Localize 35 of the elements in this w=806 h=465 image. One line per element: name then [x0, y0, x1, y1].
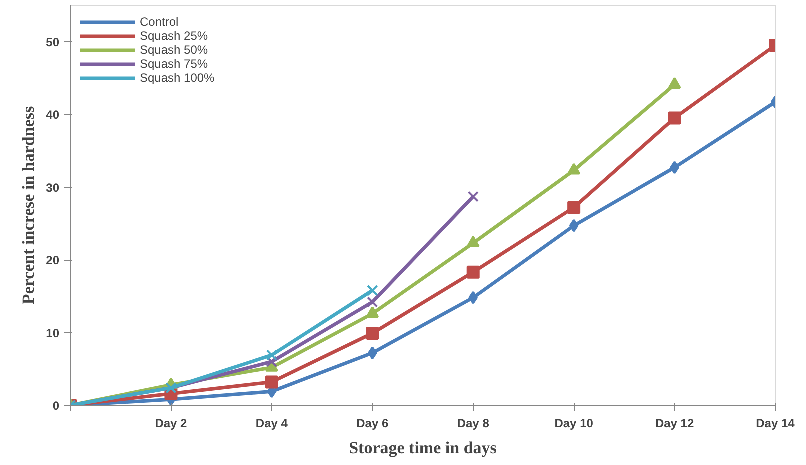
point [468, 191, 479, 202]
point [266, 350, 278, 361]
point [668, 112, 682, 125]
point [568, 201, 581, 214]
point [368, 346, 378, 360]
point [366, 327, 380, 340]
x-tick-label: Day 10 [554, 416, 594, 430]
x-tick-label: Day 6 [356, 416, 389, 430]
legend-label: Control [140, 15, 179, 29]
point [569, 219, 579, 232]
point [367, 284, 378, 296]
point [468, 291, 478, 304]
point [670, 161, 680, 174]
y-tick-label: 20 [46, 254, 60, 268]
legend-label: Squash 75% [140, 57, 208, 71]
x-tick-label: Day 14 [756, 416, 796, 430]
x-axis-title: Storage time in days [349, 438, 498, 458]
y-axis-title: Percent increse in hardness [19, 106, 38, 305]
legend-label: Squash 50% [140, 43, 208, 57]
x-tick-label: Day 12 [655, 416, 694, 430]
y-tick-label: 40 [46, 108, 60, 122]
point [466, 266, 480, 279]
x-tick-label: Day 2 [155, 416, 188, 430]
y-tick-label: 30 [46, 180, 60, 195]
legend-label: Squash 25% [140, 29, 208, 43]
legend-label: Squash 100% [140, 71, 215, 85]
point [265, 376, 278, 389]
x-tick-label: Day 4 [256, 416, 288, 430]
y-tick-label: 0 [52, 399, 60, 413]
point [366, 306, 380, 318]
point [266, 356, 278, 368]
x-tick-label: Day 8 [457, 416, 490, 430]
y-tick-label: 50 [46, 35, 60, 50]
point [367, 296, 378, 308]
y-tick-label: 10 [46, 326, 60, 340]
